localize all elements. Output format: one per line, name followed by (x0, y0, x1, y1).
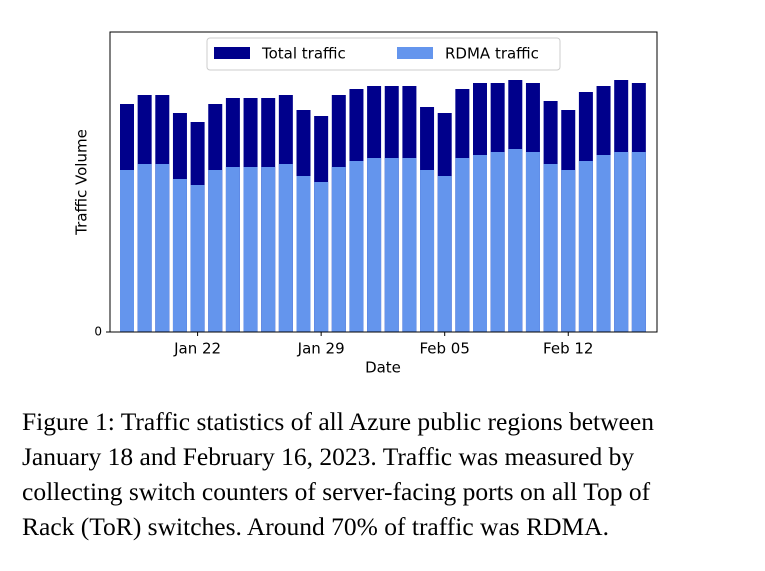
bar (455, 158, 470, 332)
bar (525, 152, 540, 332)
chart: Traffic Volume Date 0 Jan 22 Jan 29 Feb 05 F… (73, 31, 658, 377)
legend-label: RDMA traffic (445, 45, 539, 63)
x-tick-label: Feb 12 (543, 340, 593, 358)
bar (490, 152, 505, 332)
bar (578, 161, 593, 332)
bar (296, 176, 311, 332)
y-tick-label: 0 (94, 325, 102, 339)
bar (278, 164, 293, 332)
x-tick-label: Feb 05 (419, 340, 469, 358)
legend-swatch (397, 47, 433, 59)
bar (225, 167, 240, 332)
bar (314, 182, 329, 332)
bar (473, 155, 487, 332)
bar (508, 149, 523, 332)
bar (561, 170, 576, 332)
caption-line: Rack (ToR) switches. Around 70% of traff… (22, 512, 609, 541)
x-tick-label: Jan 29 (297, 340, 345, 358)
bar (172, 179, 187, 332)
bar (349, 161, 364, 332)
bar (543, 164, 558, 332)
caption-line: January 18 and February 16, 2023. Traffi… (22, 442, 635, 471)
bar (208, 170, 223, 332)
bar (384, 158, 399, 332)
bar (261, 167, 276, 332)
bar (155, 164, 170, 332)
bar (596, 155, 611, 332)
bar (243, 167, 258, 332)
bar (437, 176, 452, 332)
bar (402, 158, 417, 332)
x-axis-label: Date (365, 359, 401, 377)
bar (420, 170, 435, 332)
legend: Total traffic RDMA traffic (206, 37, 561, 71)
caption-line: Figure 1: Traffic statistics of all Azur… (22, 407, 654, 436)
plot-frame (109, 31, 658, 333)
bar (614, 152, 629, 332)
bar (120, 170, 134, 332)
bar (367, 158, 382, 332)
legend-box (206, 37, 561, 71)
bar (631, 152, 646, 332)
caption: Figure 1: Traffic statistics of all Azur… (22, 404, 654, 544)
x-tick-label: Jan 22 (173, 340, 221, 358)
bar (190, 185, 205, 332)
y-axis-label: Traffic Volume (73, 129, 91, 236)
legend-swatch (214, 47, 250, 59)
legend-label: Total traffic (261, 45, 346, 63)
caption-line: collecting switch counters of server-fac… (22, 477, 651, 506)
bar (137, 164, 152, 332)
bar (331, 167, 346, 332)
